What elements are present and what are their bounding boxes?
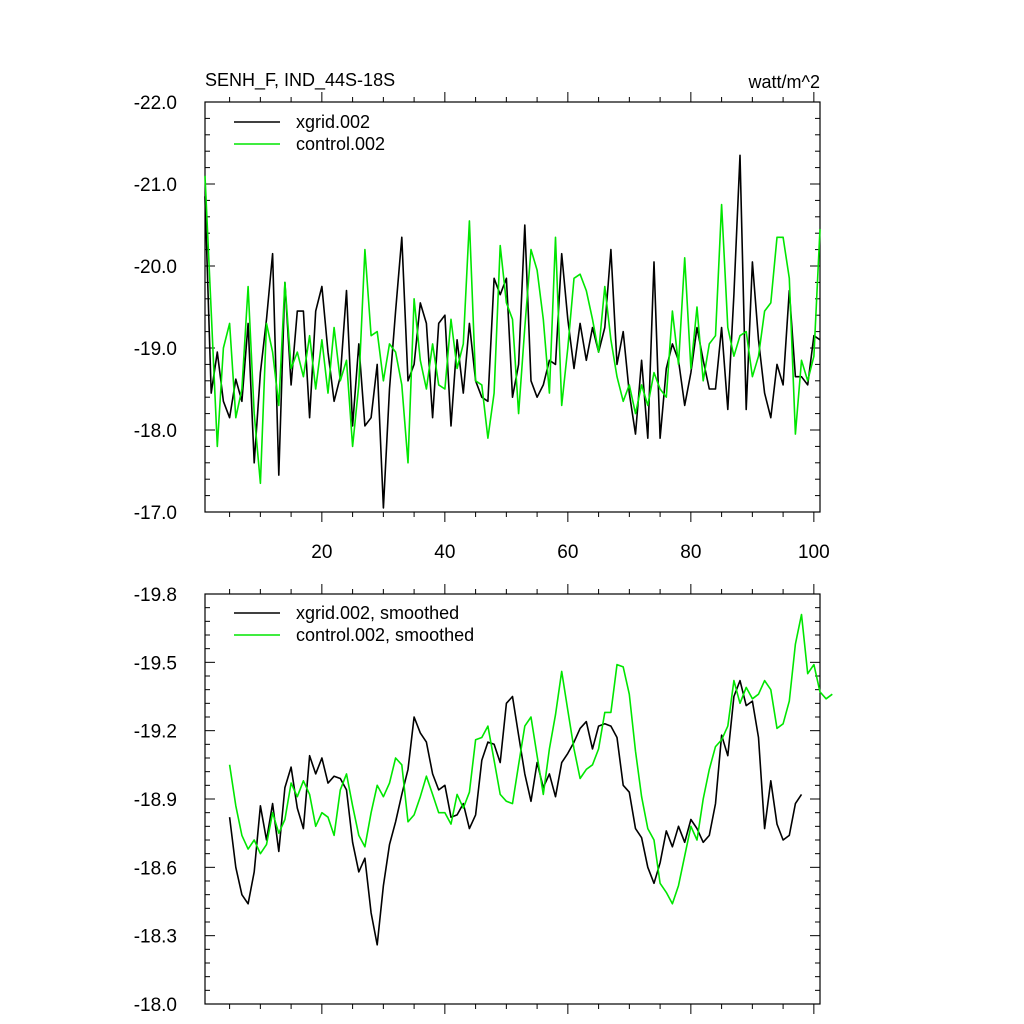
top-legend-label-xgrid: xgrid.002 <box>296 112 370 132</box>
top-series-line-xgrid <box>204 154 821 509</box>
chart-title: SENH_F, IND_44S-18S <box>205 70 395 91</box>
top-series-line-control <box>204 175 821 485</box>
bottom-y-tick-label: -18.0 <box>134 995 177 1016</box>
top-x-tick-label: 40 <box>434 542 455 563</box>
bottom-y-tick-label: -18.3 <box>134 927 177 948</box>
bottom-legend-label-xgrid: xgrid.002, smoothed <box>296 603 459 623</box>
bottom-plot-panel: -18.0 -18.3 -18.6 -18.9 -19.2 -19.5 -19.8 xgri… <box>134 584 833 1016</box>
bottom-y-tick-label: -19.2 <box>134 722 177 743</box>
bottom-series-line-control <box>228 613 833 905</box>
bottom-y-tick-label: -18.6 <box>134 858 177 879</box>
top-axis-ticks: -17.0 -18.0 -19.0 -20.0 -21.0 -22.0 20 40 60 80 10… <box>134 92 830 563</box>
top-x-tick-label: 60 <box>557 542 578 563</box>
top-y-tick-label: -22.0 <box>134 93 177 114</box>
bottom-y-tick-label: -19.8 <box>134 585 177 606</box>
top-legend-label-control: control.002 <box>296 134 385 154</box>
bottom-y-tick-label: -19.5 <box>134 653 177 674</box>
top-x-tick-label: 100 <box>798 542 830 563</box>
bottom-series-lines <box>228 613 833 946</box>
bottom-legend-label-control: control.002, smoothed <box>296 625 474 645</box>
top-y-tick-label: -17.0 <box>134 503 177 524</box>
top-y-tick-label: -20.0 <box>134 257 177 278</box>
units-label: watt/m^2 <box>748 72 820 92</box>
top-y-tick-label: -19.0 <box>134 339 177 360</box>
top-y-tick-label: -21.0 <box>134 175 177 196</box>
top-x-tick-label: 20 <box>311 542 332 563</box>
top-plot-panel: -17.0 -18.0 -19.0 -20.0 -21.0 -22.0 20 40 60 80 10… <box>134 92 830 563</box>
top-plot-frame <box>204 101 821 513</box>
top-x-tick-label: 80 <box>680 542 701 563</box>
top-series-lines <box>204 154 821 509</box>
top-y-tick-label: -18.0 <box>134 421 177 442</box>
bottom-series-line-xgrid <box>228 679 803 946</box>
bottom-axis-ticks: -18.0 -18.3 -18.6 -18.9 -19.2 -19.5 -19.8 <box>134 584 820 1016</box>
bottom-y-tick-label: -18.9 <box>134 790 177 811</box>
